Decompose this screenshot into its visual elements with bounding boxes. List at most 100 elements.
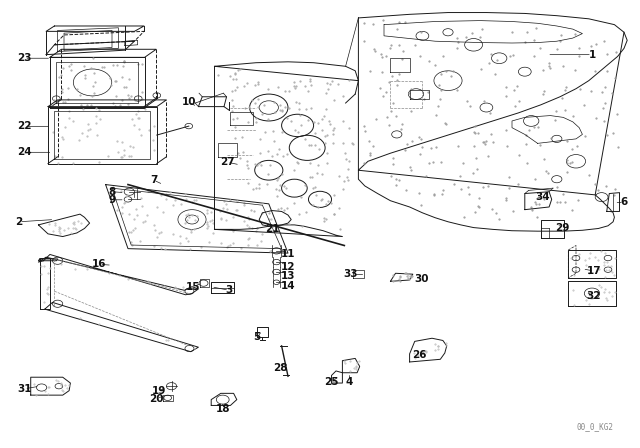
Point <box>168 230 179 237</box>
Point <box>244 234 254 241</box>
Text: 18: 18 <box>216 404 230 414</box>
Point <box>293 160 303 167</box>
Point <box>293 210 303 217</box>
Point <box>54 73 64 81</box>
Point <box>272 224 282 231</box>
Point <box>434 82 444 89</box>
Point <box>557 62 568 69</box>
Point <box>65 230 76 237</box>
Point <box>87 92 97 99</box>
Point <box>221 201 231 208</box>
Point <box>243 214 253 221</box>
Point <box>508 86 518 93</box>
Point <box>137 88 147 95</box>
Point <box>354 358 364 365</box>
Point <box>236 245 246 252</box>
Point <box>119 57 129 65</box>
Point <box>429 191 440 198</box>
Point <box>300 181 310 189</box>
Point <box>310 141 321 148</box>
Point <box>254 180 264 187</box>
Point <box>567 158 577 165</box>
Point <box>600 249 610 256</box>
Point <box>278 152 288 159</box>
Point <box>175 239 185 246</box>
Point <box>175 233 185 240</box>
Point <box>563 169 573 176</box>
Point <box>599 38 609 45</box>
Point <box>600 273 611 280</box>
Point <box>312 170 323 177</box>
Point <box>586 88 596 95</box>
Point <box>300 82 310 89</box>
Point <box>413 352 423 359</box>
Point <box>244 103 254 111</box>
Point <box>180 235 191 242</box>
Point <box>304 142 314 149</box>
Point <box>484 110 495 117</box>
Point <box>78 63 88 70</box>
Point <box>609 254 620 262</box>
Point <box>63 224 73 232</box>
Text: 1: 1 <box>588 50 596 60</box>
Point <box>112 207 122 214</box>
Point <box>119 152 129 159</box>
Circle shape <box>52 257 63 264</box>
Point <box>552 183 563 190</box>
Point <box>168 202 179 209</box>
Point <box>478 138 488 145</box>
Point <box>188 198 198 206</box>
Point <box>277 108 287 115</box>
Point <box>580 262 591 269</box>
Point <box>125 143 136 150</box>
Point <box>306 142 316 149</box>
Point <box>529 52 540 59</box>
Point <box>567 146 577 153</box>
Point <box>472 203 483 210</box>
Text: 25: 25 <box>324 377 339 387</box>
Point <box>384 121 394 129</box>
Point <box>339 357 349 364</box>
Point <box>426 144 436 151</box>
Point <box>433 345 443 352</box>
Point <box>329 211 339 218</box>
Point <box>513 181 523 188</box>
Point <box>433 343 443 350</box>
Point <box>399 146 410 154</box>
Point <box>163 337 173 344</box>
Point <box>416 136 426 143</box>
Point <box>368 21 378 28</box>
Point <box>310 184 320 191</box>
Point <box>275 101 285 108</box>
Point <box>473 129 483 137</box>
Point <box>508 52 518 59</box>
Point <box>371 116 381 123</box>
Point <box>72 85 83 92</box>
Point <box>138 219 148 226</box>
Point <box>594 266 604 273</box>
Point <box>132 60 143 68</box>
Point <box>305 77 316 84</box>
Point <box>334 205 344 212</box>
Point <box>280 88 290 95</box>
Point <box>83 126 93 133</box>
Point <box>205 218 215 225</box>
Point <box>569 301 579 308</box>
Point <box>253 103 263 110</box>
Point <box>317 170 327 177</box>
Point <box>291 82 301 90</box>
Point <box>539 156 549 163</box>
Point <box>394 177 404 184</box>
Point <box>475 34 485 41</box>
Point <box>248 208 259 215</box>
Point <box>124 210 134 217</box>
Point <box>388 160 398 168</box>
Point <box>345 367 355 375</box>
Point <box>570 30 580 38</box>
Point <box>68 159 78 166</box>
Point <box>370 47 380 54</box>
Point <box>276 204 286 211</box>
Point <box>494 216 504 223</box>
Point <box>260 129 271 136</box>
Point <box>555 198 565 205</box>
